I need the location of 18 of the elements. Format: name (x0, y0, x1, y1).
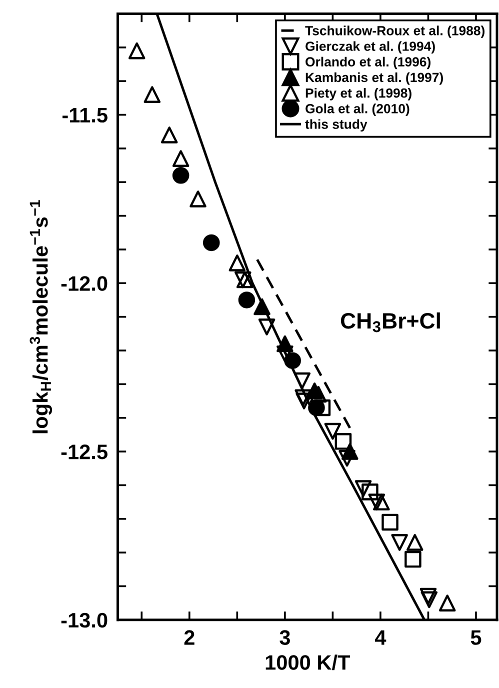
legend-label: Tschuikow-Roux et al. (1988) (305, 26, 484, 38)
x-tick-label: 4 (374, 630, 386, 645)
y-tick-label: -12.5 (61, 444, 108, 460)
x-axis-title: 1000 K/T (266, 654, 350, 670)
legend-label: Piety et al. (1998) (306, 88, 412, 100)
legend-label: this study (305, 119, 368, 132)
y-tick-label: -13.0 (61, 612, 108, 628)
y-tick-label: -12.0 (61, 276, 108, 291)
y-axis-title: logk$_{H}$/cm$^{3}$molecule$^{−1}$s$^{−1}$ (30, 200, 52, 434)
legend-label: Orlando et al. (1996) (306, 56, 430, 70)
x-tick-label: 3 (280, 630, 290, 645)
x-tick-label: 5 (470, 630, 482, 645)
legend-label: Gola et al. (2010) (306, 104, 410, 116)
legend-label: Kambanis et al. (1997) (306, 72, 443, 85)
y-tick-label: -11.5 (62, 108, 108, 123)
x-tick-label: 2 (184, 630, 194, 645)
annotation: CH$_{3}$Br+Cl (340, 312, 440, 332)
legend-label: Gierczak et al. (1994) (306, 41, 435, 54)
